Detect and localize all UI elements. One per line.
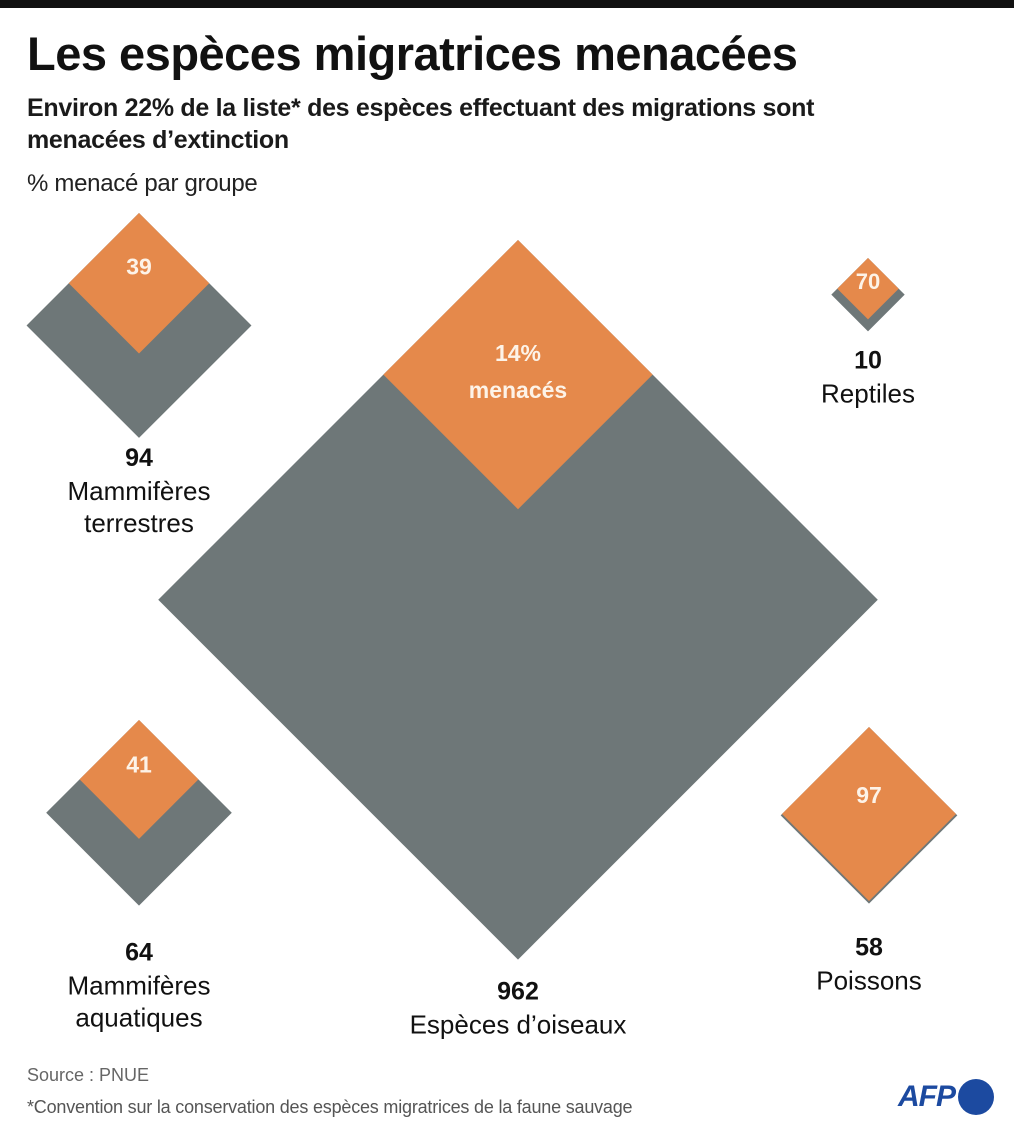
count-label-bottom-left: 64	[125, 939, 153, 967]
inner-label-center: 14%	[495, 340, 541, 366]
group-name-bottom-right: Poissons	[816, 966, 922, 996]
inner-label-top-left: 39	[126, 254, 152, 280]
group-name-top-left-line1: Mammifères	[67, 476, 210, 506]
chart-title: Les espèces migratrices menacées	[27, 27, 798, 80]
inner-label-bottom-left: 41	[126, 752, 152, 778]
afp-logo: AFP	[898, 1077, 994, 1117]
measure-label: % menacé par groupe	[27, 170, 258, 197]
group-name-bottom-left-line2: aquatiques	[75, 1003, 202, 1033]
group-name-center: Espèces d’oiseaux	[410, 1010, 627, 1040]
group-name-top-left-line2: terrestres	[84, 508, 194, 538]
top-rule	[0, 0, 1014, 8]
inner-label-top-right: 70	[856, 269, 880, 294]
threatened-diamond-center	[383, 240, 653, 510]
threatened-diamond-bottom-right	[781, 727, 957, 902]
threatened-diamond-bottom-left	[79, 720, 199, 839]
inner-label-bottom-right: 97	[856, 782, 882, 808]
group-name-top-right: Reptiles	[821, 378, 915, 408]
group-name-bottom-left-line1: Mammifères	[67, 971, 210, 1001]
total-diamond-center	[158, 240, 878, 960]
count-label-top-right: 10	[854, 346, 882, 374]
count-label-bottom-right: 58	[855, 934, 883, 962]
inner-label-2-center: menacés	[469, 377, 567, 403]
source-note: Source : PNUE	[27, 1065, 150, 1085]
count-label-center: 962	[497, 978, 539, 1006]
afp-logo-dot-icon	[958, 1079, 994, 1115]
count-label-top-left: 94	[125, 444, 153, 472]
chart-subtitle: Environ 22% de la liste* des espèces eff…	[27, 94, 815, 154]
threatened-diamond-top-right	[837, 258, 899, 320]
threatened-diamond-top-left	[68, 213, 210, 354]
afp-logo-text: AFP	[898, 1080, 956, 1113]
footnote: *Convention sur la conservation des espè…	[27, 1097, 633, 1117]
